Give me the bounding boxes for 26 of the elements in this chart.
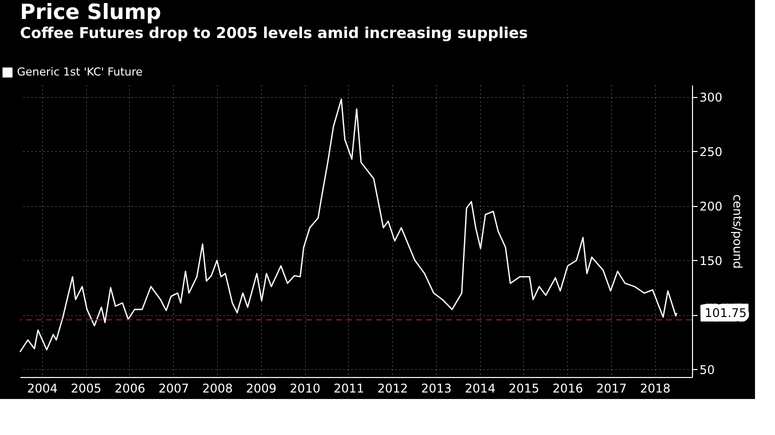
x-tick-label: 2008 [202,382,233,396]
x-tick-label: 2007 [158,382,189,396]
x-tick-label: 2011 [334,382,364,396]
x-tick-label: 2016 [552,382,584,396]
x-tick-label: 2006 [114,382,146,396]
x-tick-label: 2009 [246,382,277,396]
chart-title: Price Slump [20,0,162,24]
x-tick-label: 2010 [290,382,320,396]
chart-subtitle: Coffee Futures drop to 2005 levels amid increasing supplies [20,24,528,42]
x-tick-label: 2013 [421,382,452,396]
x-tick-label: 2004 [27,382,58,396]
y-tick-label: 250 [700,144,722,159]
x-tick-label: 2017 [596,382,627,396]
line-series [19,98,678,353]
y-axis-title: cents/pound [730,194,744,269]
y-tick-label: 150 [700,254,722,268]
y-tick-label: 50 [700,362,715,377]
x-tick-label: 2012 [377,382,408,396]
legend-label: Generic 1st 'KC' Future [17,66,143,78]
x-tick-label: 2005 [70,382,102,396]
y-tick-label: 300 [700,90,722,104]
x-tick-label: 2015 [508,382,540,396]
x-tick-label: 2014 [464,382,496,396]
y-tick-label: 200 [700,199,722,214]
annotation: 101.75 [704,306,746,320]
x-tick-label: 2018 [640,382,671,396]
